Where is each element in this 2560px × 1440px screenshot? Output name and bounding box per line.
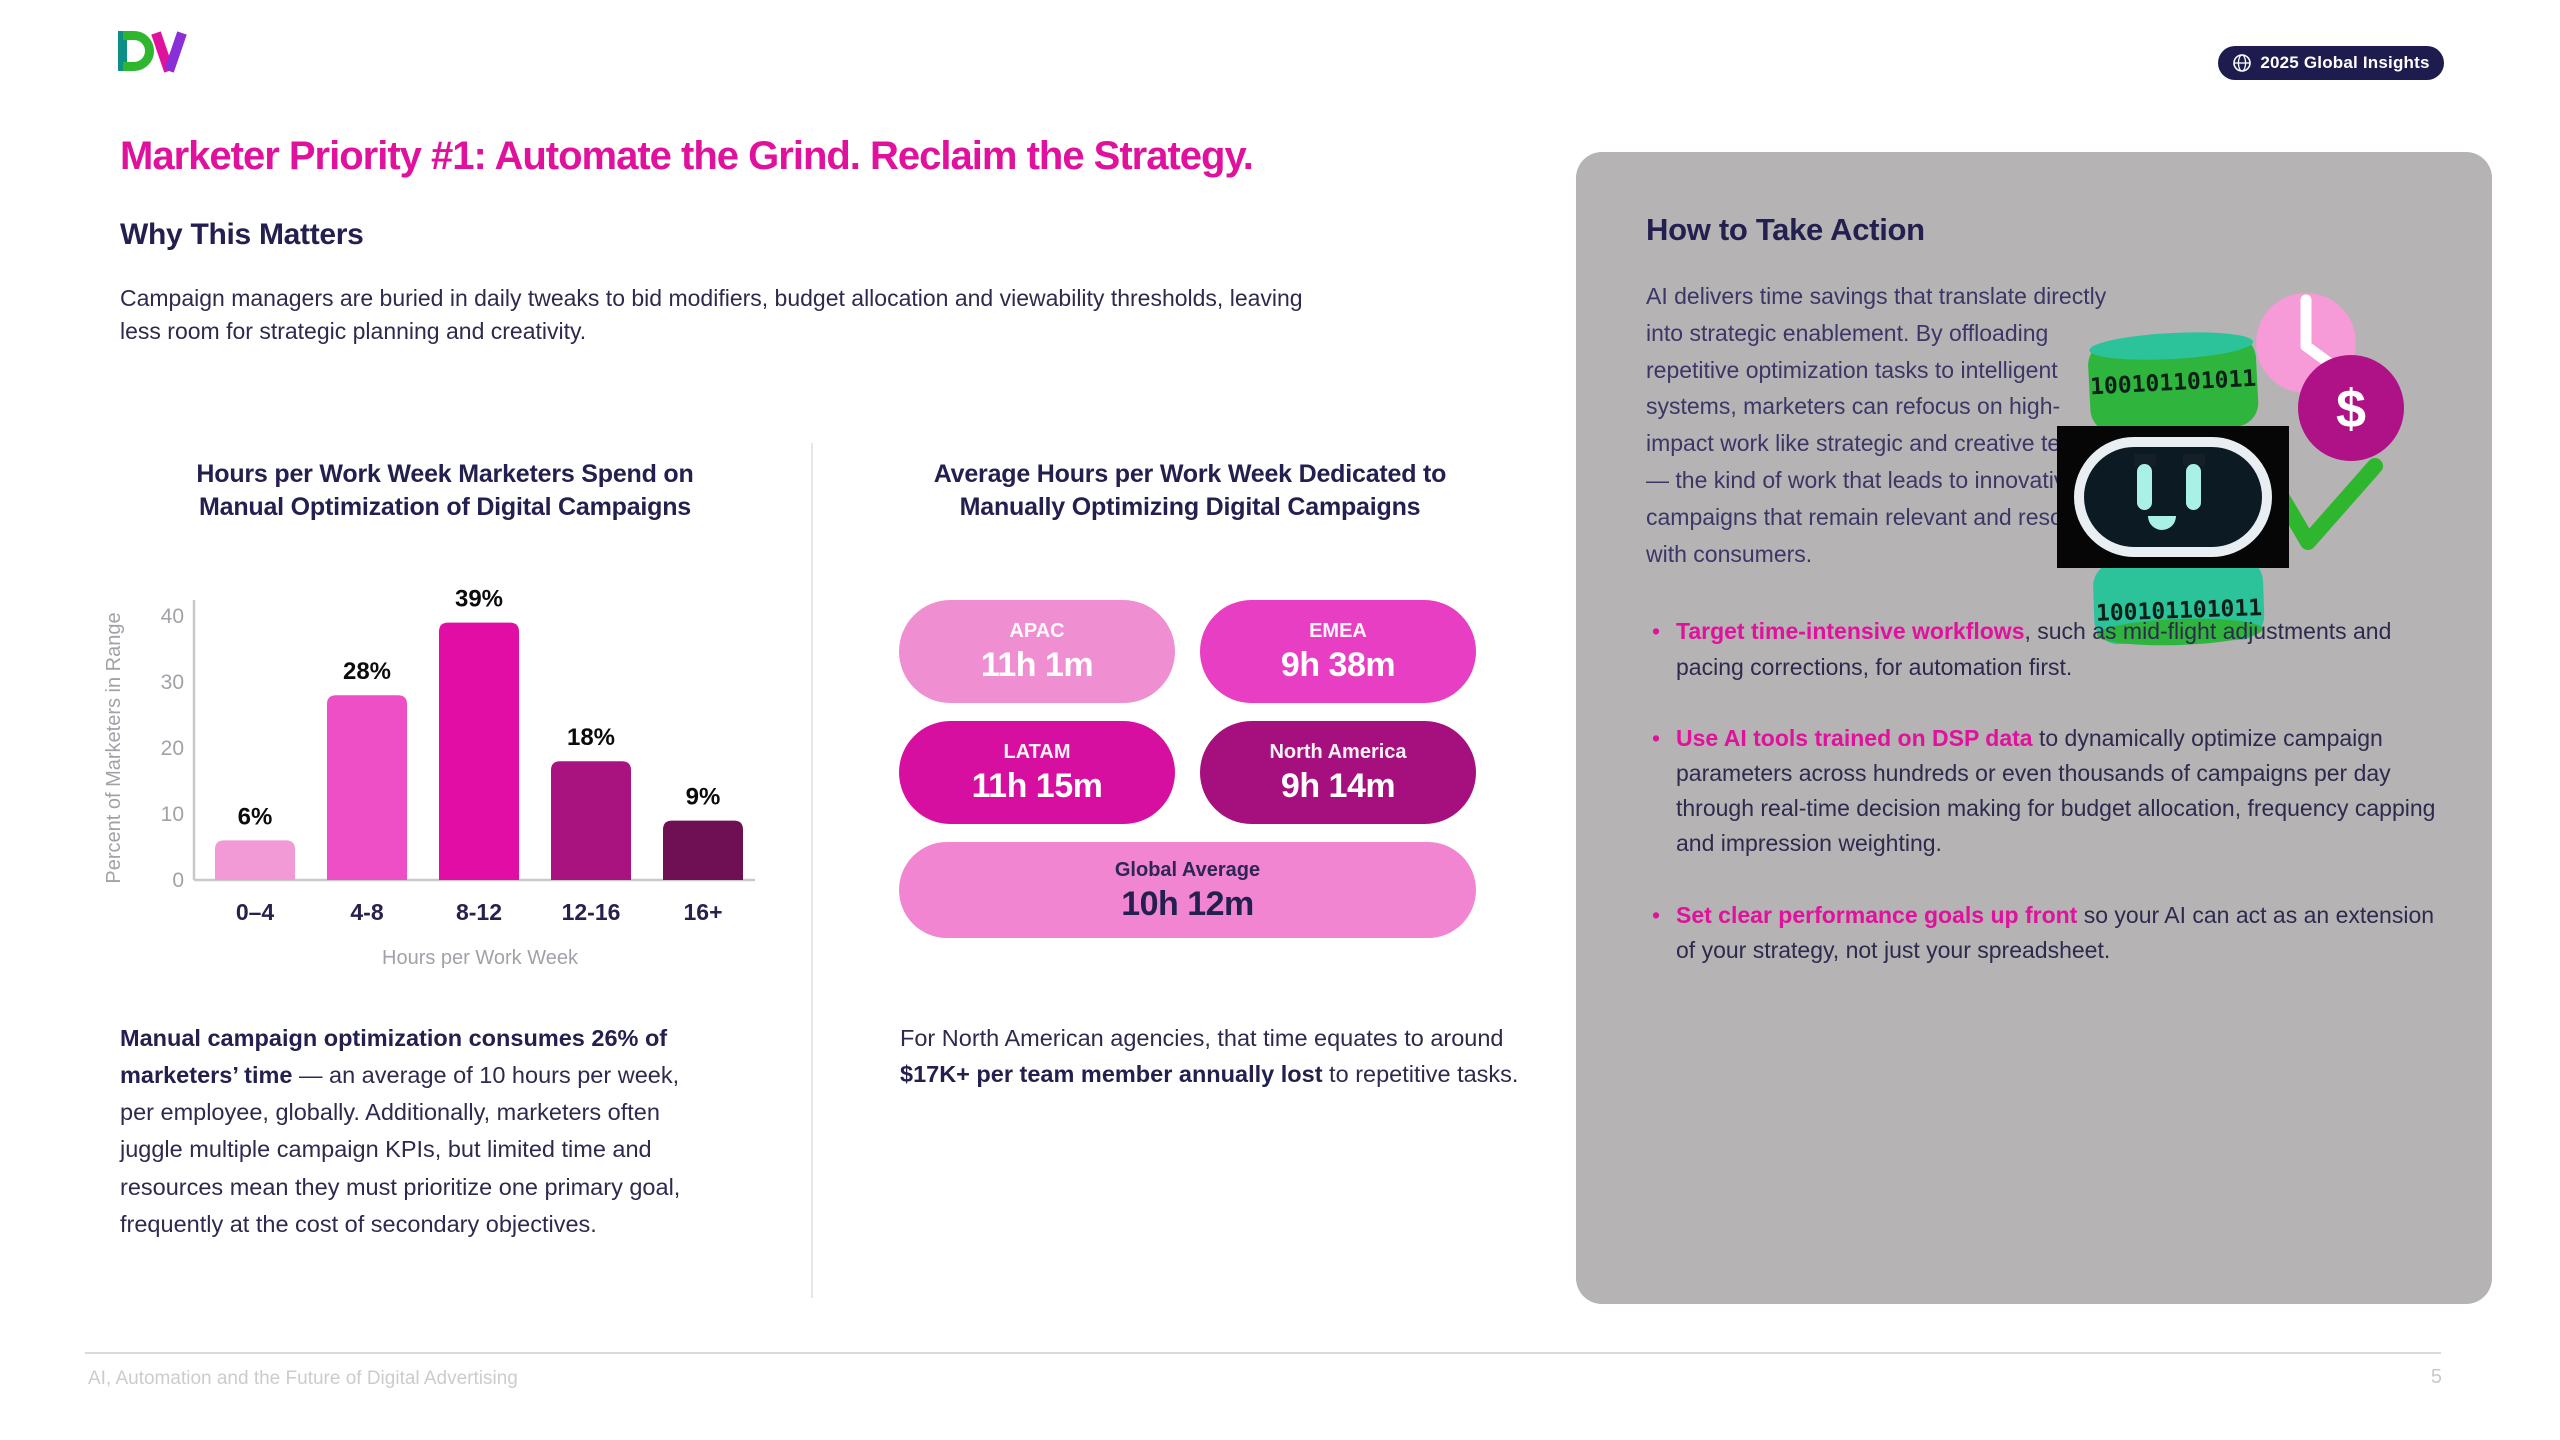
bar-value-label: 28% — [343, 658, 391, 685]
dv-logo — [118, 24, 188, 83]
y-axis-title: Percent of Marketers in Range — [103, 612, 125, 883]
bullet-rest: to dynamically optimize campaign paramet… — [1676, 724, 2436, 857]
bullet-rest: so your AI can act as an extension of yo… — [1676, 901, 2435, 963]
intro-paragraph: Campaign managers are buried in daily tw… — [120, 285, 1303, 345]
region-pill-emea: EMEA 9h 38m — [1200, 600, 1476, 703]
bar-value-label: 9% — [686, 784, 721, 811]
robot-face — [2057, 426, 2289, 568]
section-heading: Why This Matters — [120, 218, 364, 251]
y-tick-10: 10 — [161, 803, 184, 826]
bar-0–4 — [215, 840, 295, 880]
action-bullet-list: Target time-intensive workflows, such as… — [1646, 614, 2451, 968]
y-tick-0: 0 — [172, 869, 184, 892]
x-tick-label: 0–4 — [236, 899, 275, 925]
pill-hours-value: 9h 14m — [1280, 767, 1396, 805]
y-tick-40: 40 — [161, 605, 184, 628]
pill-hours-value: 11h 15m — [971, 767, 1103, 805]
badge-label: 2025 Global Insights — [2260, 53, 2430, 72]
pills-title: Average Hours per Work Week Dedicated to… — [933, 460, 1447, 521]
pill-region-label: APAC — [1009, 620, 1065, 642]
how-to-take-action-panel: How to Take Action AI delivers time savi… — [1576, 152, 2492, 1304]
ai-robot-illustration: $ 100101101011 100101101011 — [2034, 270, 2486, 674]
pills-note-pre: For North American agencies, that time e… — [900, 1025, 1504, 1051]
x-tick-label: 12-16 — [562, 899, 621, 925]
y-tick-labels: 0 10 20 30 40 — [161, 605, 184, 892]
y-tick-30: 30 — [161, 671, 184, 694]
bar-value-label: 39% — [455, 586, 503, 613]
x-axis-title: Hours per Work Week — [382, 947, 579, 969]
global-insights-badge: 2025 Global Insights — [2218, 46, 2444, 80]
bullet-lead: Use AI tools trained on DSP data — [1676, 724, 2033, 751]
bar-8-12 — [439, 622, 519, 880]
bullet-lead: Set clear performance goals up front — [1676, 901, 2078, 928]
action-bullet-2: Use AI tools trained on DSP data to dyna… — [1646, 721, 2451, 862]
bar-4-8 — [327, 695, 407, 880]
panel-body: AI delivers time savings that translate … — [1646, 283, 2109, 567]
globe-icon — [2233, 54, 2252, 72]
bullet-lead: Target time-intensive workflows — [1676, 618, 2025, 645]
footer-divider — [85, 1352, 2441, 1354]
binary-band-top: 100101101011 — [2088, 332, 2259, 434]
pill-region-label: EMEA — [1309, 620, 1367, 642]
logo-d-bowl — [123, 31, 154, 71]
bar-chart-title: Hours per Work Week Marketers Spend on M… — [196, 460, 694, 521]
bar-chart: Percent of Marketers in Range Hours per … — [103, 586, 755, 969]
bar-value-label: 6% — [238, 803, 273, 830]
action-bullet-3: Set clear performance goals up front so … — [1646, 898, 2451, 968]
region-pill-grid: APAC 11h 1m EMEA 9h 38m LATAM 11h 15m North Am… — [899, 600, 1476, 938]
dollar-icon: $ — [2298, 355, 2404, 461]
robot-check-arm — [2273, 458, 2383, 550]
action-bullet-1: Target time-intensive workflows, such as… — [1646, 614, 2451, 684]
x-tick-label: 16+ — [683, 899, 722, 925]
svg-text:$: $ — [2336, 379, 2366, 439]
bar-value-label: 18% — [567, 724, 615, 751]
panel-heading: How to Take Action — [1646, 212, 1925, 247]
x-tick-label: 8-12 — [456, 899, 502, 925]
pills-note: For North American agencies, that time e… — [900, 1020, 1525, 1093]
bullet-rest: , such as mid-flight adjustments and pac… — [1676, 618, 2392, 680]
pills-note-bold: $17K+ per team member annually lost — [900, 1061, 1323, 1088]
bar-12-16 — [551, 761, 631, 880]
page-number: 5 — [2430, 1366, 2442, 1388]
pills-note-post: to repetitive tasks. — [1322, 1061, 1519, 1088]
pill-hours-value: 11h 1m — [980, 646, 1094, 684]
bar-16+ — [663, 820, 743, 880]
footer-title: AI, Automation and the Future of Digital… — [88, 1368, 518, 1389]
region-pill-global-average: Global Average 10h 12m — [899, 842, 1476, 938]
pill-region-label: LATAM — [1003, 741, 1071, 763]
region-pill-north-america: North America 9h 14m — [1200, 721, 1476, 824]
pill-region-label: North America — [1269, 741, 1407, 763]
x-tick-label: 4-8 — [350, 899, 383, 925]
y-tick-20: 20 — [161, 737, 184, 760]
region-pill-apac: APAC 11h 1m — [899, 600, 1175, 703]
logo-d-stem — [118, 31, 127, 71]
chart-note: Manual campaign optimization consumes 26… — [120, 1020, 705, 1243]
logo-v-right — [164, 31, 187, 73]
bars: 6% 0–4 28% 4-8 39% 8-12 18% 12-16 9% 16+ — [215, 586, 743, 925]
page-title: Marketer Priority #1: Automate the Grind… — [120, 134, 1254, 178]
pill-hours-value: 9h 38m — [1280, 646, 1396, 684]
pill-region-label: Global Average — [1114, 858, 1261, 881]
chart-note-rest: — an average of 10 hours per week, per e… — [120, 1062, 681, 1237]
pill-hours-value: 10h 12m — [1121, 884, 1254, 923]
column-divider — [811, 443, 813, 1298]
chart-note-bold: Manual campaign optimization consumes 26… — [120, 1025, 668, 1089]
region-pill-latam: LATAM 11h 15m — [899, 721, 1175, 824]
